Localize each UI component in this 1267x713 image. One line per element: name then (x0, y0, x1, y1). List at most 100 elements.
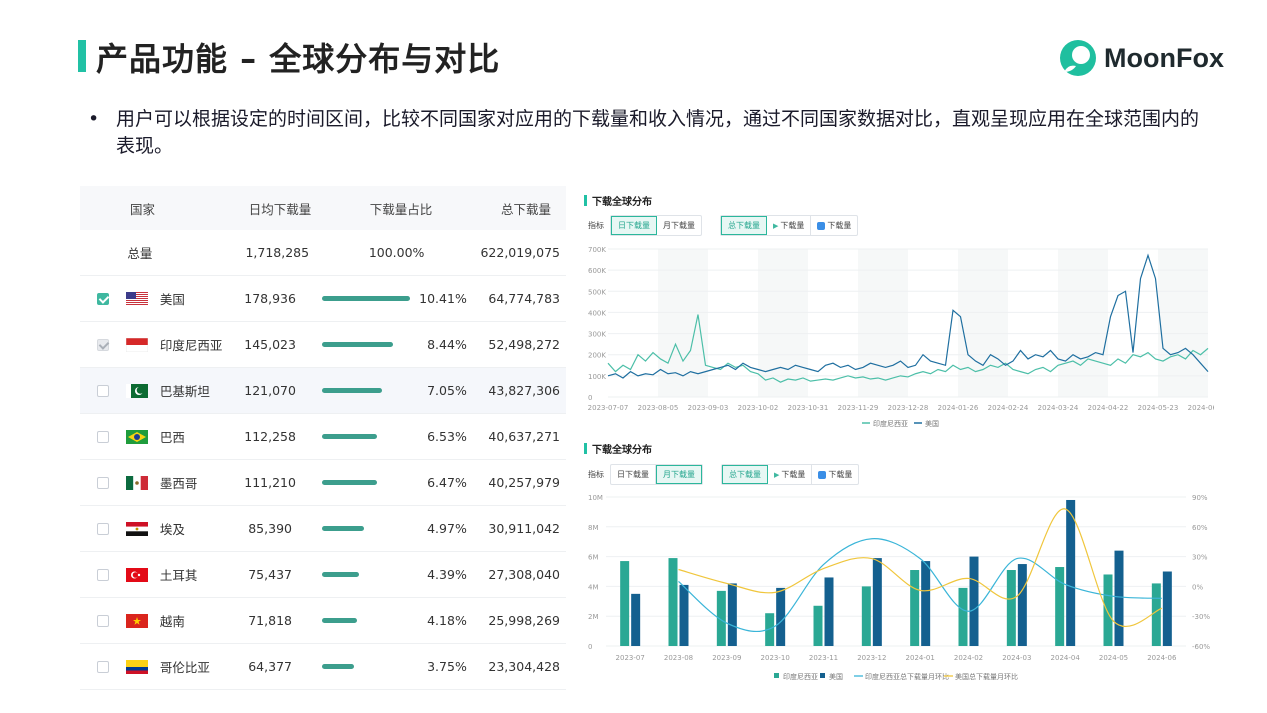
y-tick-label: 400K (588, 309, 606, 317)
x-tick-label: 2023-07-07 (588, 404, 629, 412)
total-downloads: 43,827,306 (488, 383, 560, 398)
monthly-chart-panel: 下载全球分布 指标 日下载量 月下载量 总下载量 ▶ 下载量 下载量 10M 8M 6… (584, 441, 1214, 686)
title-accent-bar (78, 40, 86, 72)
y-tick-label: 200K (588, 352, 606, 360)
daily-downloads: 71,818 (248, 613, 292, 628)
x-tick-label: 2024-01 (906, 654, 935, 662)
row-checkbox[interactable] (96, 430, 109, 443)
x-tick-label: 2023-12-28 (888, 404, 929, 412)
app-store-icon (817, 221, 826, 230)
x-tick-label: 2024-03-24 (1038, 404, 1079, 412)
panel1-tab-daily[interactable]: 日下载量 (611, 216, 657, 235)
chart-band (958, 249, 1008, 397)
y-tick-label: 10M (588, 494, 603, 502)
country-flag-icon (125, 521, 148, 536)
row-checkbox[interactable] (96, 338, 109, 351)
x-tick-label: 2023-11 (809, 654, 838, 662)
share-bar (322, 480, 378, 485)
bar-usa (1114, 550, 1124, 646)
share-percent: 7.05% (427, 383, 467, 398)
mom-line-indonesia (678, 538, 1162, 633)
country-name: 美国 (159, 292, 185, 307)
y2-tick-label: 60% (1192, 524, 1208, 532)
share-percent: 4.97% (427, 521, 467, 536)
x-tick-label: 2024-06 (1147, 654, 1177, 662)
row-checkbox[interactable] (96, 522, 109, 535)
table-total-row: 总量 1,718,285 100.00% 622,019,075 (80, 230, 566, 276)
page-description: 用户可以根据设定的时间区间，比较不同国家对应用的下载量和收入情况，通过不同国家数… (116, 108, 1200, 157)
daily-line-chart: 700K 600K 500K 400K 300K 200K 100K 0 2023-07-07 2… (588, 246, 1214, 428)
row-checkbox[interactable] (96, 292, 109, 305)
table-row[interactable]: 土耳其 75,437 4.39% 27,308,040 (80, 552, 566, 598)
bar-usa (872, 558, 882, 646)
y-tick-label: 600K (588, 267, 606, 275)
table-row[interactable]: 印度尼西亚 145,023 8.44% 52,498,272 (80, 322, 566, 368)
panel1-filter-appstore[interactable]: 下载量 (811, 216, 857, 235)
daily-downloads: 112,258 (244, 429, 296, 444)
bar-usa (1162, 571, 1172, 646)
x-tick-label: 2024-06-21 (1188, 404, 1214, 412)
x-tick-label: 2023-07 (616, 654, 645, 662)
row-checkbox[interactable] (96, 614, 109, 627)
country-name: 巴西 (159, 430, 185, 445)
google-play-icon: ▶ (774, 470, 780, 479)
panel2-filter-googleplay[interactable]: ▶ 下载量 (768, 465, 813, 484)
panel2-filter-total[interactable]: 总下载量 (722, 465, 768, 484)
y-tick-label: 700K (588, 246, 606, 254)
bar-indonesia (910, 570, 920, 646)
total-share: 100.00% (368, 245, 425, 260)
y2-tick-label: -60% (1192, 643, 1210, 651)
share-percent: 4.39% (427, 567, 467, 582)
table-row[interactable]: 墨西哥 111,210 6.47% 40,257,979 (80, 460, 566, 506)
daily-downloads: 121,070 (244, 383, 296, 398)
panel2-metric-label: 指标 (588, 470, 604, 479)
panel2-tab-daily[interactable]: 日下载量 (611, 465, 656, 484)
row-checkbox[interactable] (96, 476, 109, 489)
mom-line-usa (678, 508, 1163, 628)
total-daily: 1,718,285 (245, 245, 310, 260)
table-row[interactable]: 哥伦比亚 64,377 3.75% 23,304,428 (80, 644, 566, 690)
legend-label: 印度尼西亚 (783, 672, 818, 681)
x-tick-label: 2024-05-23 (1138, 404, 1179, 412)
x-tick-label: 2024-04-22 (1088, 404, 1129, 412)
legend-label: 美国 (925, 419, 939, 428)
panel1-filter-total[interactable]: 总下载量 (721, 216, 767, 235)
table-row[interactable]: 巴西 112,258 6.53% 40,637,271 (80, 414, 566, 460)
table-row[interactable]: 美国 178,936 10.41% 64,774,783 (80, 276, 566, 322)
share-percent: 8.44% (427, 337, 467, 352)
x-tick-label: 2024-02 (954, 654, 983, 662)
share-bar (322, 664, 355, 669)
table-row[interactable]: 越南 71,818 4.18% 25,998,269 (80, 598, 566, 644)
row-checkbox[interactable] (96, 660, 109, 673)
x-tick-label: 2024-02-24 (988, 404, 1029, 412)
panel1-tab-monthly[interactable]: 月下载量 (663, 221, 695, 230)
daily-chart-panel: 下载全球分布 指标 日下载量 月下载量 总下载量 ▶ 下载量 下载量 700K 60… (584, 193, 1214, 433)
share-bar (322, 572, 360, 577)
bar-indonesia (765, 613, 775, 646)
x-tick-label: 2023-09 (712, 654, 741, 662)
panel1-filter-group: 总下载量 ▶ 下载量 下载量 (720, 215, 859, 236)
panel2-title: 下载全球分布 (584, 441, 1214, 456)
row-checkbox[interactable] (96, 568, 109, 581)
panel1-filter-googleplay[interactable]: ▶ 下载量 (767, 216, 812, 235)
row-checkbox[interactable] (96, 384, 109, 397)
x-tick-label: 2024-04 (1051, 654, 1081, 662)
chart-band (758, 249, 808, 397)
panel2-filter-appstore[interactable]: 下载量 (812, 465, 858, 484)
page-title: 产品功能 – 全球分布与对比 (96, 40, 501, 78)
header-total: 总下载量 (500, 201, 551, 217)
table-row[interactable]: 巴基斯坦 121,070 7.05% 43,827,306 (80, 368, 566, 414)
bar-indonesia (1006, 570, 1016, 646)
bar-usa (631, 593, 641, 646)
country-name: 越南 (159, 614, 185, 629)
table-header: 国家 日均下载量 下载量占比 总下载量 (80, 186, 566, 230)
bar-usa (1066, 499, 1076, 646)
country-name: 墨西哥 (159, 476, 198, 491)
bar-usa (776, 587, 786, 646)
share-bar (322, 434, 378, 439)
panel2-tab-monthly[interactable]: 月下载量 (656, 465, 702, 484)
bar-usa (921, 561, 931, 646)
google-play-icon: ▶ (773, 221, 779, 230)
panel1-controls: 指标 日下载量 月下载量 总下载量 ▶ 下载量 下载量 (588, 215, 859, 236)
table-row[interactable]: 埃及 85,390 4.97% 30,911,042 (80, 506, 566, 552)
